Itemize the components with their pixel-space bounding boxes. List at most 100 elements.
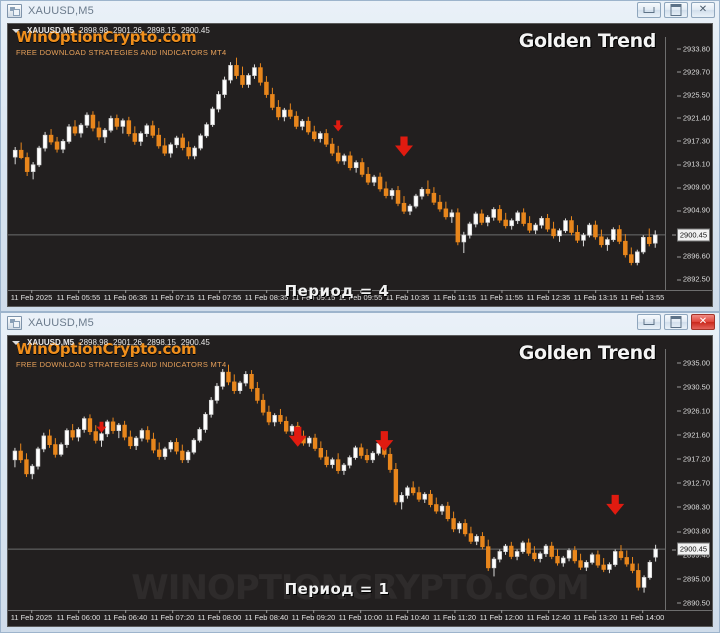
brand-name: WinOptionCrypto.com [16,340,197,358]
price-tick: 2933.80 [676,44,710,54]
time-tick: 11 Feb 09:15 [291,290,336,302]
price-tick: 2909.00 [676,182,710,192]
chart-area-bottom[interactable]: XAUUSD,M5 2898.98 2901.26 2898.15 2900.4… [7,335,713,627]
current-price-label: 2900.45 [671,228,710,242]
brand-name: WinOptionCrypto.com [16,28,197,46]
chart-window-icon [7,316,22,330]
chevron-down-icon[interactable] [12,28,20,33]
candlestick-series-top [8,57,666,266]
price-tick: 2917.20 [676,454,710,464]
time-tick: 11 Feb 13:15 [573,290,618,302]
time-tick: 11 Feb 11:15 [432,290,477,302]
time-tick: 11 Feb 2025 [10,290,53,302]
price-tick: 2904.90 [676,205,710,215]
time-tick: 11 Feb 06:35 [103,290,148,302]
ohlc-open: 2898.98 [79,26,109,35]
price-tick: 2908.30 [676,502,710,512]
price-tick: 2925.50 [676,90,710,100]
time-tick: 11 Feb 07:20 [150,610,195,622]
ohlc-high: 2901.26 [113,26,142,35]
price-plot-bottom[interactable] [8,349,666,611]
time-tick: 11 Feb 06:00 [56,610,101,622]
time-tick: 11 Feb 13:55 [620,290,665,302]
candlestick-series-bottom [8,364,666,593]
time-tick: 11 Feb 2025 [10,610,53,622]
time-tick: 11 Feb 08:40 [244,610,289,622]
price-axis-bottom[interactable]: 2935.00 2930.50 2926.10 2921.60 2917.20 2912.… [665,349,712,611]
time-tick: 11 Feb 11:55 [479,290,524,302]
current-price-label: 2900.45 [671,542,710,556]
period-label-top: Период = 4 [284,282,390,300]
time-tick: 11 Feb 07:15 [150,290,195,302]
time-tick: 11 Feb 08:00 [197,610,242,622]
minimize-button[interactable] [637,314,661,330]
period-label-bottom: Период = 1 [284,580,390,598]
maximize-button[interactable] [664,2,688,18]
price-plot-top[interactable] [8,37,666,291]
price-tick: 2892.50 [676,274,710,284]
chart-area-top[interactable]: XAUUSD,M5 2898.98 2901.26 2898.15 2900.4… [7,23,713,307]
minimize-button[interactable] [637,2,661,18]
time-axis-top[interactable]: 11 Feb 2025 11 Feb 05:55 11 Feb 06:35 11 Fe… [8,290,712,306]
ohlc-open: 2898.98 [79,338,109,347]
ohlc-close: 2900.45 [180,26,210,35]
indicator-title-top: Golden Trend [518,30,657,52]
chevron-down-icon[interactable] [12,340,20,345]
price-tick: 2930.50 [676,382,710,392]
close-button[interactable]: ✕ [691,2,715,18]
price-tick: 2912.70 [676,478,710,488]
price-tick: 2913.10 [676,159,710,169]
price-tick: 2929.70 [676,67,710,77]
time-tick: 11 Feb 10:35 [385,290,430,302]
time-tick: 11 Feb 11:20 [432,610,477,622]
window-titlebar-top[interactable]: XAUUSD,M5 ✕ [1,1,719,21]
price-tick: 2921.40 [676,113,710,123]
window-title: XAUUSD,M5 [28,317,94,329]
large-site-watermark: WINOPTIONCRYPTO.COM [131,568,589,608]
price-tick: 2917.30 [676,136,710,146]
time-tick: 11 Feb 12:00 [479,610,524,622]
ohlc-close: 2900.45 [180,338,210,347]
maximize-button[interactable] [664,314,688,330]
window-controls-top[interactable]: ✕ [637,2,715,18]
time-tick: 11 Feb 05:55 [56,290,101,302]
ohlc-symbol: XAUUSD,M5 [27,338,75,347]
time-tick: 11 Feb 10:00 [338,610,383,622]
ohlc-readout-bottom: XAUUSD,M5 2898.98 2901.26 2898.15 2900.4… [8,336,210,349]
time-tick: 11 Feb 09:20 [291,610,336,622]
time-tick: 11 Feb 08:35 [244,290,289,302]
window-title: XAUUSD,M5 [28,5,94,17]
brand-tagline: FREE DOWNLOAD STRATEGIES AND INDICATORS … [16,48,227,57]
chart-window-bottom[interactable]: XAUUSD,M5 ✕ XAUUSD,M5 2898.98 2901.26 28… [0,312,720,633]
price-tick: 2935.00 [676,358,710,367]
ohlc-symbol: XAUUSD,M5 [27,26,75,35]
time-axis-bottom[interactable]: 11 Feb 2025 11 Feb 06:00 11 Feb 06:40 11 Fe… [8,610,712,626]
price-tick: 2921.60 [676,430,710,440]
time-tick: 11 Feb 09:55 [338,290,383,302]
ohlc-low: 2898.15 [146,338,176,347]
ohlc-readout-top: XAUUSD,M5 2898.98 2901.26 2898.15 2900.4… [8,24,210,37]
time-tick: 11 Feb 10:40 [385,610,430,622]
price-axis-top[interactable]: 2933.80 2929.70 2925.50 2921.40 2917.30 2913.… [665,37,712,291]
close-button[interactable]: ✕ [691,314,715,330]
price-tick: 2903.80 [676,526,710,536]
time-tick: 11 Feb 12:35 [526,290,571,302]
time-tick: 11 Feb 06:40 [103,610,148,622]
time-tick: 11 Feb 13:20 [573,610,618,622]
price-tick: 2896.60 [676,251,710,261]
price-tick: 2895.00 [676,574,710,584]
chart-window-icon [7,4,22,18]
price-tick: 2926.10 [676,406,710,416]
brand-watermark-bottom: WinOptionCrypto.com FREE DOWNLOAD STRATE… [16,340,227,370]
price-tick: 2890.50 [676,598,710,608]
ohlc-low: 2898.15 [146,26,176,35]
indicator-title-bottom: Golden Trend [518,342,657,364]
brand-watermark-top: WinOptionCrypto.com FREE DOWNLOAD STRATE… [16,28,227,58]
time-tick: 11 Feb 14:00 [620,610,665,622]
chart-window-top[interactable]: XAUUSD,M5 ✕ XAUUSD,M5 2898.98 2901.26 28… [0,0,720,312]
window-controls-bottom[interactable]: ✕ [637,314,715,330]
window-titlebar-bottom[interactable]: XAUUSD,M5 ✕ [1,313,719,333]
brand-tagline: FREE DOWNLOAD STRATEGIES AND INDICATORS … [16,360,227,369]
time-tick: 11 Feb 12:40 [526,610,571,622]
